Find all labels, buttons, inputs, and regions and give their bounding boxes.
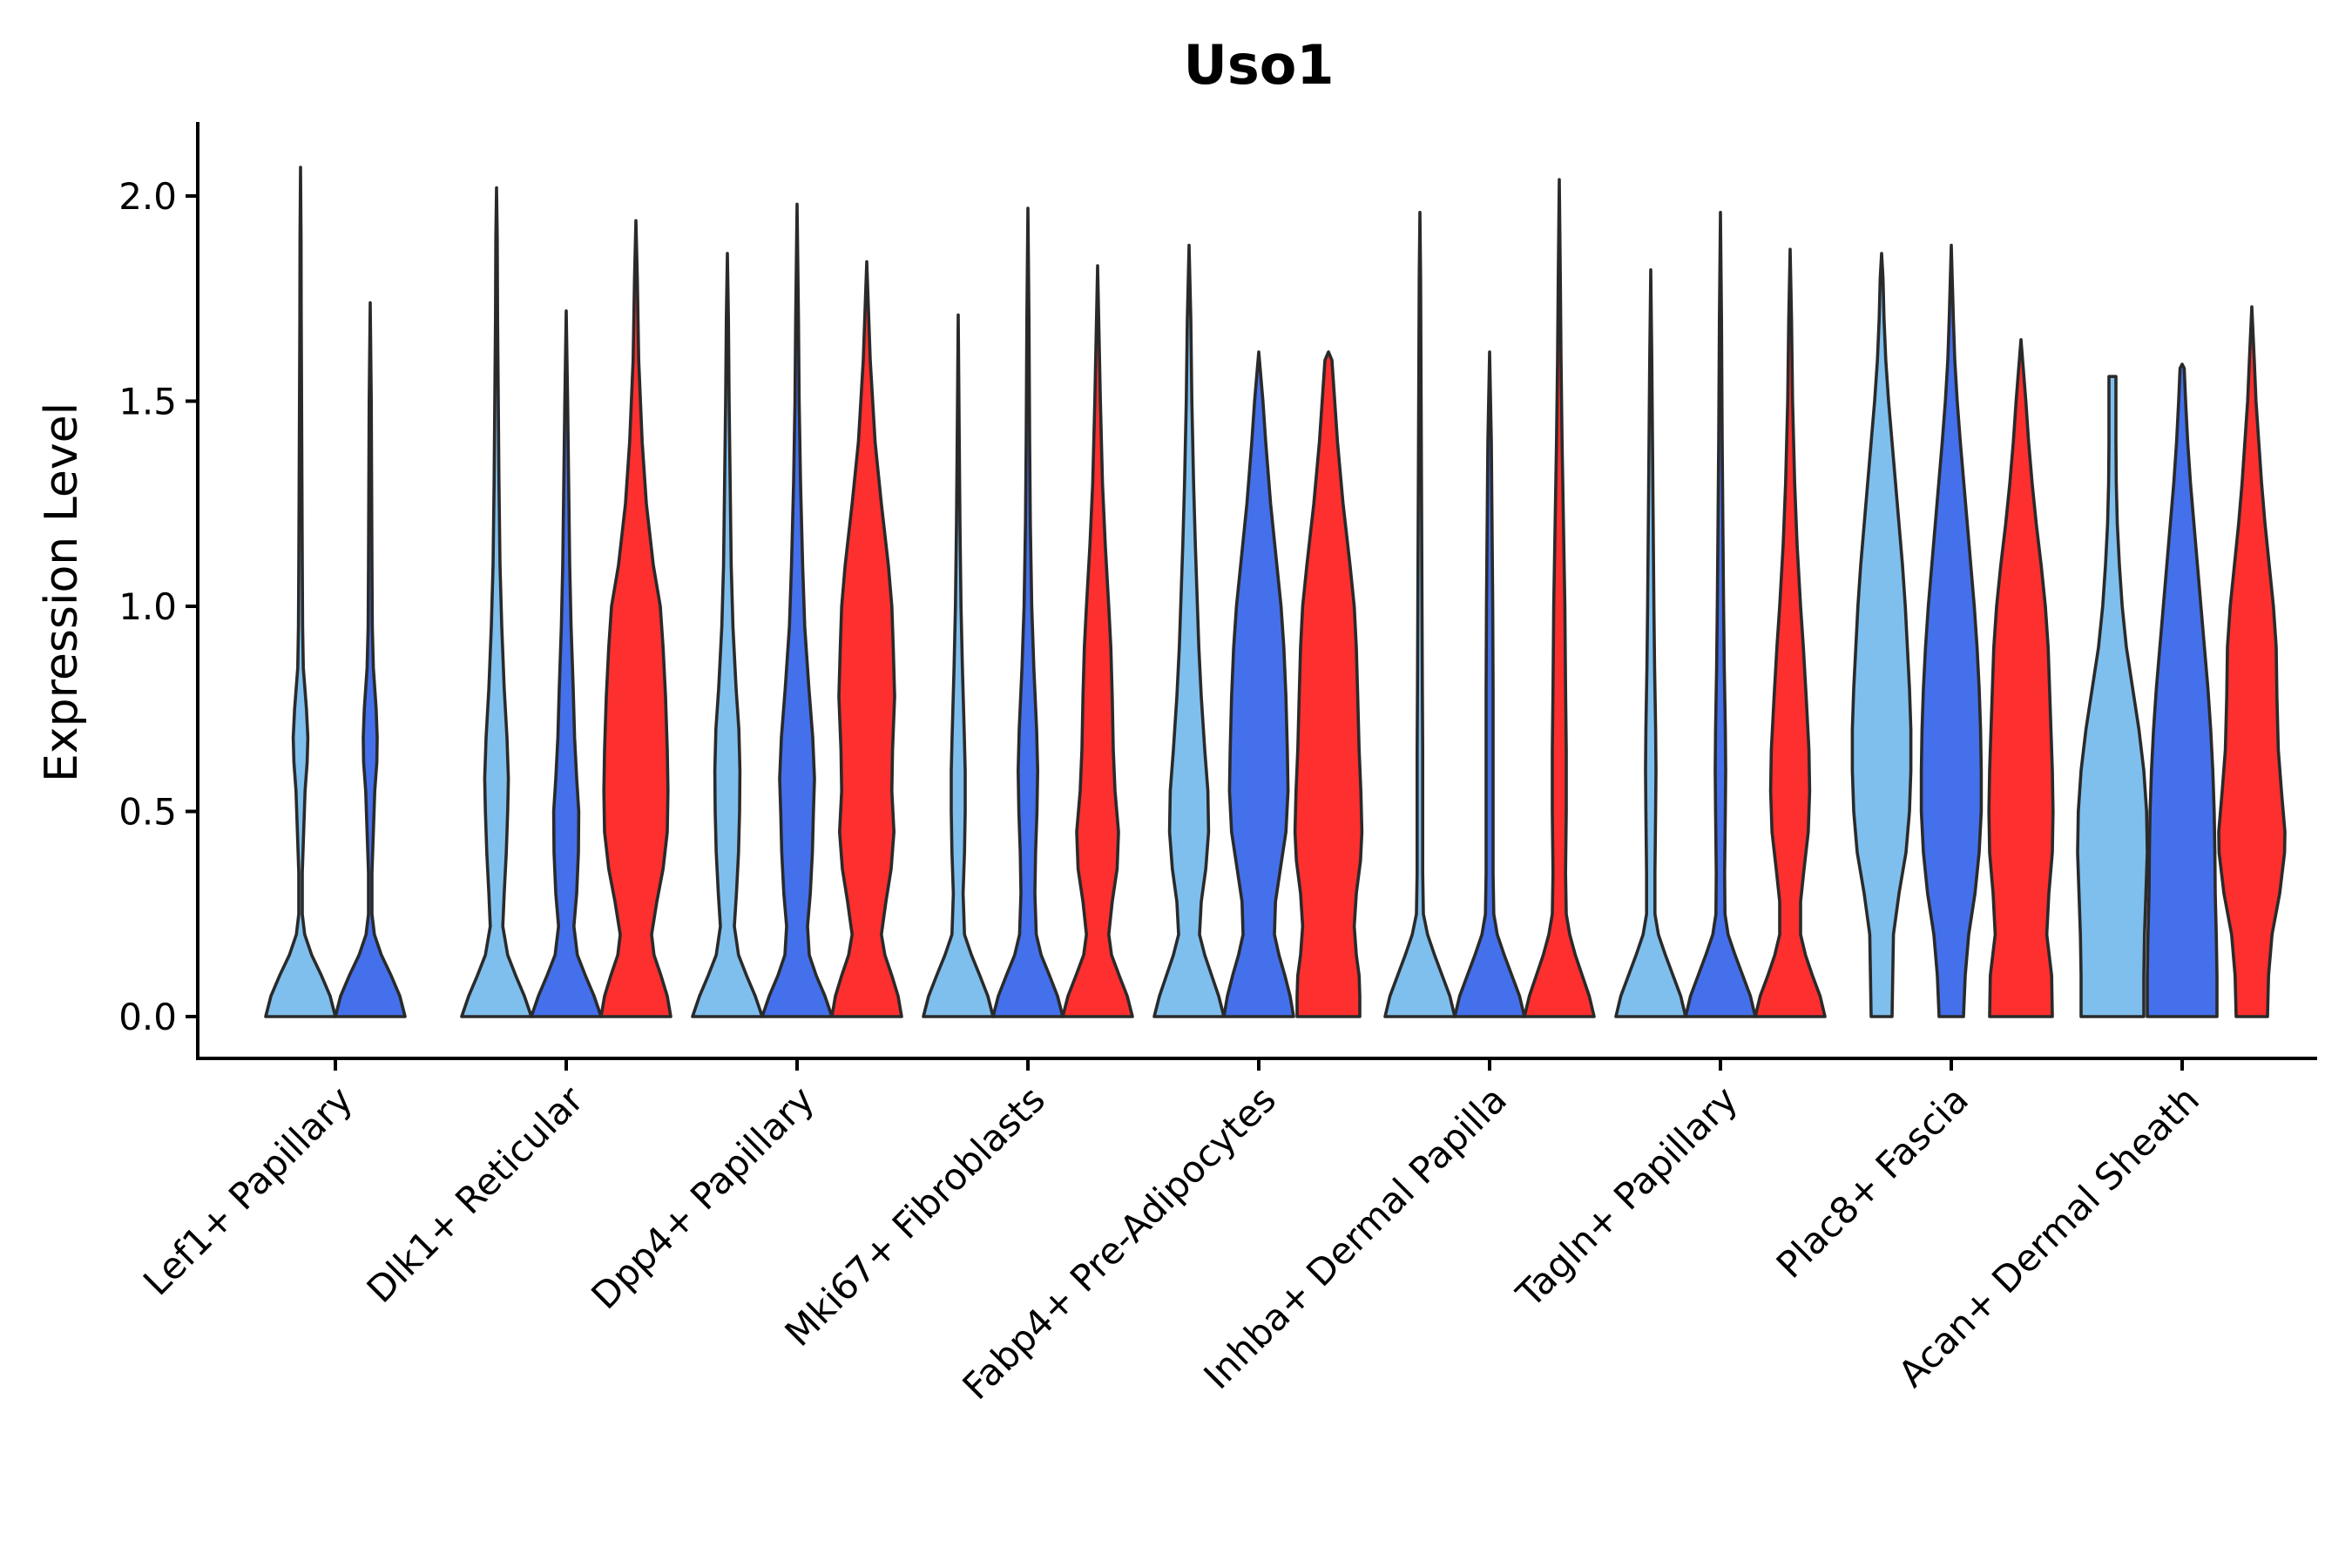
violin-2-1 — [460, 186, 533, 1018]
violin-2-3 — [599, 219, 672, 1018]
violin-8-2 — [1919, 243, 1984, 1018]
y-tick-label: 0.0 — [118, 996, 177, 1038]
violin-4-1 — [922, 313, 995, 1018]
y-axis-label: Expression Level — [36, 402, 88, 782]
x-tick-label: Mki67+ Fibroblasts — [777, 1078, 1053, 1354]
violin-9-2 — [2146, 362, 2219, 1018]
violin-7-2 — [1684, 211, 1757, 1018]
chart-title: Uso1 — [1184, 33, 1335, 97]
violin-9-1 — [2076, 375, 2149, 1018]
violin-7-1 — [1614, 268, 1687, 1018]
y-tick-label: 1.0 — [118, 585, 177, 628]
violin-3-1 — [691, 252, 764, 1018]
x-tick-label: Dlk1+ Reticular — [359, 1078, 592, 1311]
x-tick-label: Plac8+ Fascia — [1768, 1078, 1977, 1286]
violin-9-3 — [2217, 305, 2287, 1018]
violin-5-1 — [1152, 243, 1226, 1018]
violin-7-3 — [1754, 247, 1827, 1018]
y-tick-label: 0.5 — [118, 791, 177, 834]
violin-6-2 — [1453, 350, 1526, 1018]
violin-8-1 — [1850, 252, 1913, 1018]
violin-8-3 — [1987, 338, 2055, 1018]
y-axis: 0.0 0.5 1.0 1.5 2.0 — [118, 122, 199, 1058]
violin-6-1 — [1383, 211, 1456, 1018]
y-tick-label: 1.5 — [118, 381, 177, 423]
violin-5-3 — [1293, 350, 1364, 1018]
violin-3-3 — [830, 260, 903, 1018]
violin-4-2 — [991, 206, 1064, 1018]
x-tick-label: Dpp4+ Papillary — [583, 1078, 822, 1317]
violin-1-1 — [264, 166, 337, 1018]
violin-3-2 — [760, 202, 834, 1018]
violin-6-3 — [1523, 178, 1596, 1018]
x-tick-label: Lef1+ Papillary — [135, 1078, 361, 1303]
x-tick-label: Tagln+ Papillary — [1508, 1078, 1746, 1315]
violin-5-2 — [1222, 350, 1295, 1018]
violin-1-2 — [334, 301, 407, 1018]
plot-area — [264, 166, 2287, 1018]
violin-2-2 — [530, 309, 603, 1018]
violin-4-3 — [1061, 264, 1134, 1018]
y-tick-label: 2.0 — [118, 175, 177, 218]
